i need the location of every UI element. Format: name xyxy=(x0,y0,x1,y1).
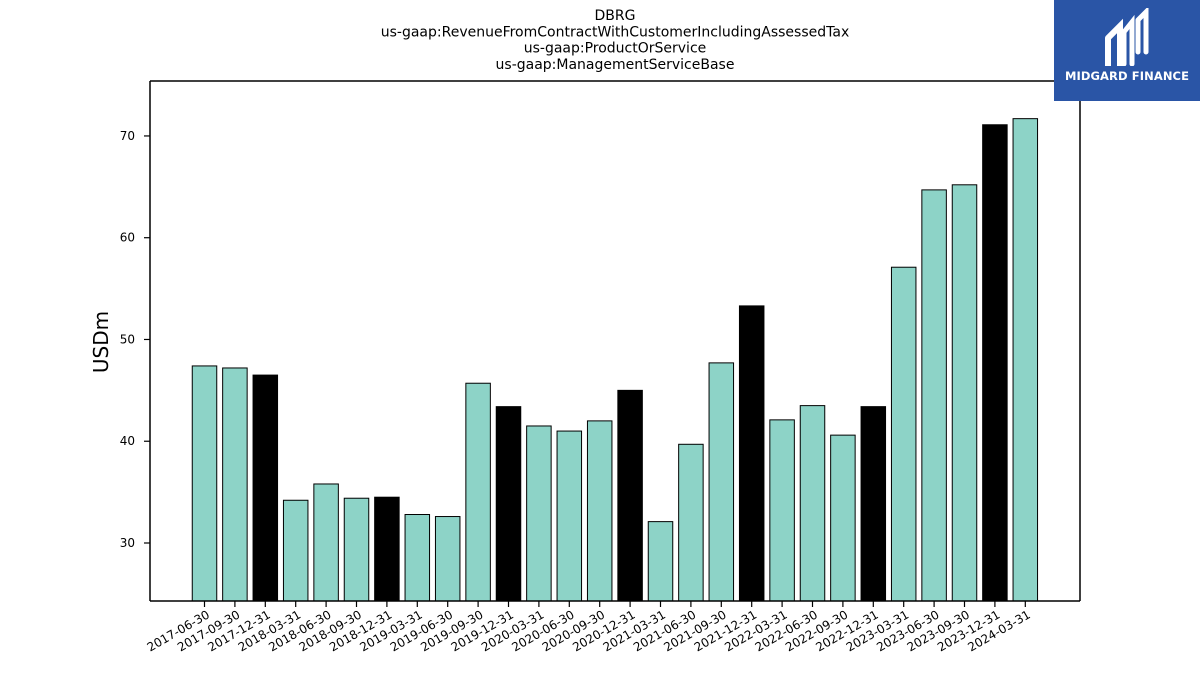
bars xyxy=(191,118,1039,602)
bar xyxy=(556,430,583,602)
axes xyxy=(149,80,1081,602)
bar xyxy=(799,405,826,602)
bar xyxy=(921,189,947,602)
bar xyxy=(617,389,643,602)
y-axis-ticks: 30 40 50 60 70 xyxy=(120,129,150,550)
bar xyxy=(738,305,765,602)
bar xyxy=(951,184,978,602)
bar xyxy=(526,425,552,602)
chart-title-line: us-gaap:ProductOrService xyxy=(524,41,707,57)
bar xyxy=(982,124,1008,602)
midgard-finance-logo: MIDGARD FINANCE xyxy=(1054,0,1200,101)
bar xyxy=(191,365,218,602)
chart-title-line: us-gaap:ManagementServiceBase xyxy=(496,57,735,73)
bar xyxy=(586,420,613,602)
x-axis-ticks: 2017-06-302017-09-302017-12-312018-03-31… xyxy=(145,601,1033,654)
y-tick-label: 70 xyxy=(120,129,135,143)
bar xyxy=(374,496,400,602)
chart-title-line: DBRG xyxy=(595,8,636,24)
y-tick-label: 40 xyxy=(120,434,135,448)
bar xyxy=(282,499,309,602)
bar xyxy=(313,483,339,602)
y-tick-label: 60 xyxy=(120,231,135,245)
y-axis-label: USDm xyxy=(89,311,113,373)
bar xyxy=(465,382,491,602)
bar xyxy=(830,434,856,602)
bar xyxy=(708,362,735,602)
bar xyxy=(222,367,248,602)
bar xyxy=(1012,118,1039,602)
chart-title-line: us-gaap:RevenueFromContractWithCustomerI… xyxy=(381,24,850,40)
bar xyxy=(343,497,370,602)
bar xyxy=(890,266,917,602)
bar xyxy=(495,406,522,602)
bar xyxy=(252,374,279,602)
bar xyxy=(434,516,461,602)
y-tick-label: 30 xyxy=(120,536,135,550)
y-tick-label: 50 xyxy=(120,332,135,346)
bar xyxy=(769,419,795,602)
chart-title: DBRGus-gaap:RevenueFromContractWithCusto… xyxy=(381,8,850,73)
midgard-m-logo-icon xyxy=(1105,8,1149,66)
bar xyxy=(404,514,431,602)
bar xyxy=(860,406,887,602)
logo-text: MIDGARD FINANCE xyxy=(1064,69,1190,83)
bar xyxy=(678,443,704,602)
bar xyxy=(647,521,674,602)
